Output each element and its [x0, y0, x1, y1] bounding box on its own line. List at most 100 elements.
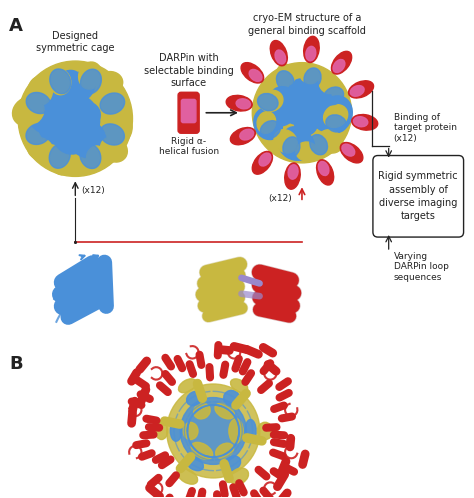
Ellipse shape — [230, 468, 248, 485]
Ellipse shape — [230, 127, 255, 145]
Ellipse shape — [294, 108, 318, 135]
Ellipse shape — [79, 62, 102, 89]
Circle shape — [180, 397, 246, 465]
Ellipse shape — [259, 90, 283, 112]
Ellipse shape — [269, 87, 300, 120]
Ellipse shape — [80, 144, 101, 168]
Ellipse shape — [155, 422, 168, 440]
Ellipse shape — [333, 59, 345, 72]
Ellipse shape — [191, 442, 213, 459]
Ellipse shape — [340, 142, 363, 163]
Text: Rigid α-
helical fusion: Rigid α- helical fusion — [159, 136, 219, 156]
Ellipse shape — [270, 40, 287, 66]
Ellipse shape — [63, 100, 95, 139]
Ellipse shape — [282, 127, 305, 154]
Ellipse shape — [319, 73, 337, 94]
Ellipse shape — [170, 421, 182, 441]
FancyBboxPatch shape — [182, 100, 196, 123]
Ellipse shape — [257, 422, 273, 440]
Ellipse shape — [49, 143, 70, 168]
Ellipse shape — [285, 163, 300, 189]
Ellipse shape — [326, 115, 346, 132]
Ellipse shape — [64, 72, 95, 102]
Ellipse shape — [310, 134, 328, 155]
Ellipse shape — [304, 36, 319, 63]
Ellipse shape — [249, 69, 262, 81]
Text: cryo-EM structure of a
general binding scaffold: cryo-EM structure of a general binding s… — [248, 13, 366, 36]
Ellipse shape — [230, 379, 248, 392]
Ellipse shape — [252, 151, 273, 174]
Ellipse shape — [240, 129, 254, 140]
Ellipse shape — [318, 130, 343, 153]
Ellipse shape — [105, 111, 132, 143]
Ellipse shape — [61, 106, 100, 140]
Ellipse shape — [259, 153, 271, 166]
Ellipse shape — [324, 87, 344, 105]
Ellipse shape — [245, 419, 256, 443]
Ellipse shape — [301, 82, 328, 108]
Ellipse shape — [54, 156, 74, 175]
Ellipse shape — [276, 71, 294, 91]
Ellipse shape — [276, 64, 295, 85]
Ellipse shape — [288, 165, 298, 179]
Ellipse shape — [342, 144, 355, 156]
Ellipse shape — [179, 379, 196, 393]
Ellipse shape — [260, 121, 280, 138]
Ellipse shape — [39, 111, 77, 144]
Ellipse shape — [241, 63, 264, 83]
Ellipse shape — [313, 107, 342, 132]
Ellipse shape — [100, 124, 124, 145]
Ellipse shape — [183, 422, 198, 440]
Ellipse shape — [229, 419, 243, 443]
Ellipse shape — [257, 112, 276, 133]
Ellipse shape — [324, 105, 348, 127]
Ellipse shape — [319, 161, 329, 175]
Ellipse shape — [283, 137, 300, 157]
Ellipse shape — [36, 84, 61, 110]
Text: Rigid symmetric
assembly of
diverse imaging
targets: Rigid symmetric assembly of diverse imag… — [378, 171, 458, 221]
Ellipse shape — [52, 95, 76, 123]
Ellipse shape — [215, 403, 234, 419]
Ellipse shape — [267, 93, 298, 126]
Ellipse shape — [81, 69, 101, 94]
Ellipse shape — [288, 79, 312, 106]
Ellipse shape — [50, 70, 71, 95]
Ellipse shape — [12, 97, 44, 126]
Ellipse shape — [28, 76, 53, 105]
Ellipse shape — [55, 109, 85, 141]
Ellipse shape — [254, 108, 283, 139]
Text: Binding of
target protein
(x12): Binding of target protein (x12) — [393, 113, 456, 142]
Ellipse shape — [226, 96, 252, 111]
Ellipse shape — [279, 129, 314, 160]
Ellipse shape — [306, 46, 316, 61]
Ellipse shape — [100, 137, 128, 162]
Ellipse shape — [350, 86, 364, 96]
Text: B: B — [9, 356, 23, 374]
Ellipse shape — [281, 94, 317, 124]
Text: Designed
symmetric cage: Designed symmetric cage — [36, 31, 115, 53]
Text: Varying
DARPin loop
sequences: Varying DARPin loop sequences — [393, 252, 448, 282]
Ellipse shape — [317, 160, 334, 185]
Ellipse shape — [224, 390, 240, 406]
Ellipse shape — [64, 96, 97, 126]
Ellipse shape — [27, 138, 53, 160]
Ellipse shape — [308, 87, 332, 110]
Ellipse shape — [331, 51, 352, 74]
Ellipse shape — [193, 403, 210, 419]
Ellipse shape — [216, 443, 234, 459]
Ellipse shape — [352, 115, 378, 130]
FancyBboxPatch shape — [373, 155, 464, 237]
Ellipse shape — [274, 129, 297, 153]
Ellipse shape — [354, 117, 368, 127]
FancyBboxPatch shape — [178, 92, 199, 133]
Ellipse shape — [67, 119, 106, 158]
Ellipse shape — [51, 110, 90, 154]
Ellipse shape — [257, 94, 278, 111]
Circle shape — [167, 384, 260, 478]
Ellipse shape — [55, 70, 82, 99]
Ellipse shape — [100, 93, 125, 114]
Ellipse shape — [73, 109, 99, 139]
Ellipse shape — [50, 69, 71, 94]
Circle shape — [18, 61, 132, 176]
Ellipse shape — [67, 102, 100, 131]
